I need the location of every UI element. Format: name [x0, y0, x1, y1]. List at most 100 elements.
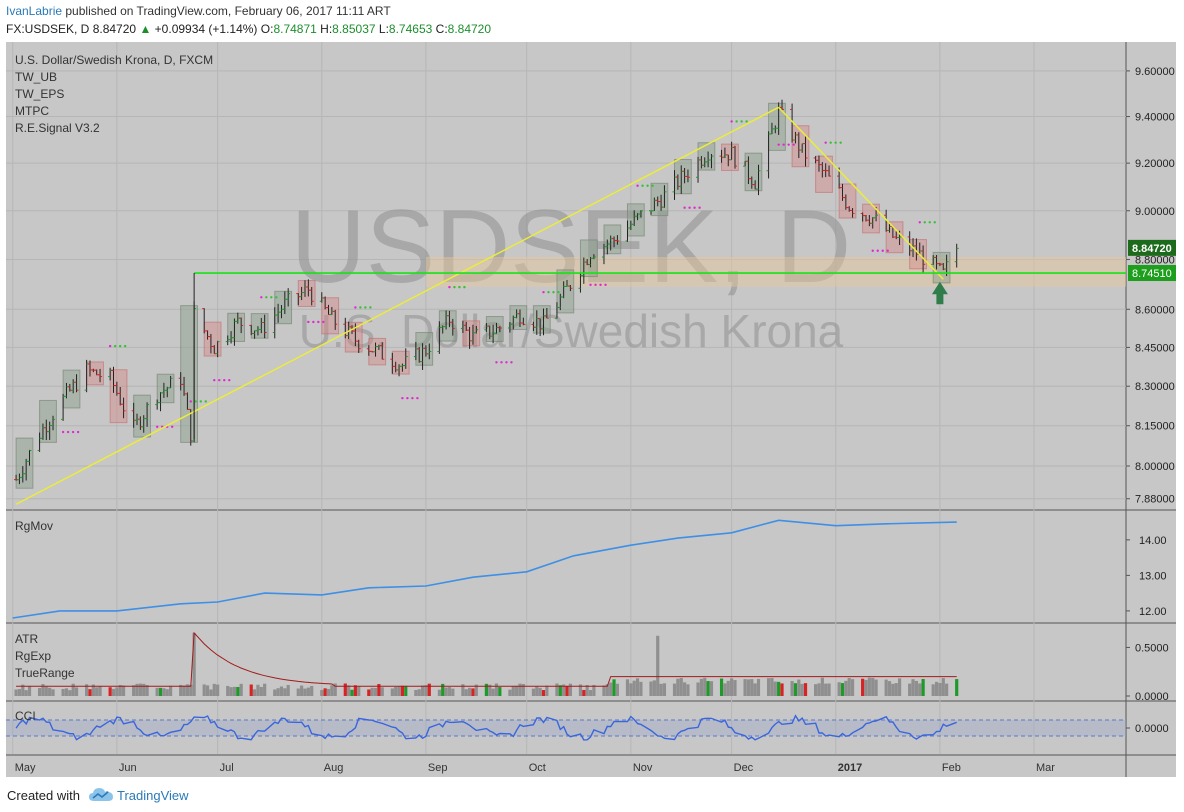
tradingview-link[interactable]: TradingView — [117, 788, 189, 803]
truerange-bar — [891, 683, 895, 696]
signal-dot — [76, 430, 80, 434]
signal-dot — [918, 221, 921, 224]
weekly-range-box — [579, 239, 598, 278]
truerange-bar — [165, 689, 169, 696]
truerange-bar — [390, 688, 394, 696]
truerange-bar — [263, 683, 267, 696]
trend-line — [778, 106, 944, 280]
signal-dot — [275, 296, 278, 299]
truerange-bar — [467, 687, 472, 696]
signal-dot — [547, 290, 550, 294]
signal-dot — [463, 285, 466, 289]
truerange-bar — [353, 685, 357, 696]
signal-dot — [777, 143, 780, 146]
supply-demand-zone — [425, 256, 1126, 287]
time-tick-label: Dec — [734, 762, 754, 774]
truerange-bar — [511, 686, 515, 696]
signal-dot — [641, 184, 644, 187]
signal-dot — [270, 296, 273, 299]
truerange-bar — [908, 683, 912, 696]
support-label: 8.74510 — [1132, 268, 1172, 280]
truerange-bar — [185, 684, 190, 696]
truerange-bar — [639, 681, 643, 696]
truerange-bar — [541, 690, 546, 696]
signal-dot — [604, 283, 607, 287]
truerange-bar — [861, 678, 865, 696]
close-value: 8.84720 — [447, 22, 492, 36]
truerange-bar — [17, 689, 22, 696]
truerange-bar — [659, 683, 663, 696]
chart-svg[interactable]: USDSEK, D U.S. Dollar/Swedish Krona 8.84… — [6, 42, 1176, 777]
support-badge — [1128, 265, 1176, 282]
weekly-range-box — [462, 320, 481, 347]
truerange-bar — [283, 688, 287, 696]
watermark: USDSEK, D U.S. Dollar/Swedish Krona — [291, 189, 852, 357]
high-value: 8.85037 — [332, 22, 376, 36]
weekly-range-box — [815, 155, 833, 193]
truerange-bar — [132, 685, 136, 696]
truerange-bar — [565, 686, 569, 696]
created-with: Created with — [7, 788, 80, 803]
signal-dot — [66, 430, 70, 434]
truerange-bar — [420, 685, 425, 696]
truerange-bar — [424, 685, 428, 696]
weekly-range-box — [532, 305, 551, 334]
weekly-range-box — [109, 369, 128, 424]
price-tick-label: 9.20000 — [1135, 158, 1175, 170]
signal-dot — [928, 221, 931, 224]
open-label: O: — [260, 22, 274, 36]
truerange-bar — [249, 684, 253, 696]
signal-dot — [495, 361, 498, 364]
truerange-bar — [111, 688, 116, 696]
truerange-bar — [61, 688, 65, 696]
truerange-bar — [632, 680, 636, 696]
truerange-bar — [934, 681, 939, 696]
truerange-bar — [88, 689, 92, 696]
truerange-bar — [682, 682, 687, 696]
time-tick-label: Aug — [324, 762, 344, 774]
truerange-bar — [615, 683, 620, 696]
signal-dot — [542, 290, 545, 294]
trend-line — [15, 106, 780, 505]
buy-arrow-icon — [931, 281, 948, 305]
low-label: L: — [378, 22, 389, 36]
truerange-bar — [733, 680, 737, 696]
rgmov-pane — [12, 519, 957, 619]
time-tick-label: 2017 — [838, 762, 862, 774]
chart-area[interactable]: USDSEK, D U.S. Dollar/Swedish Krona 8.84… — [6, 42, 1176, 777]
signal-dot — [735, 120, 738, 123]
weekly-range-box — [297, 280, 316, 307]
truerange-bar — [844, 680, 848, 696]
low-value: 8.74653 — [388, 22, 433, 36]
weekly-range-box — [203, 321, 222, 357]
signal-dot — [416, 396, 419, 400]
signal-dot — [218, 378, 221, 382]
watermark-symbol: USDSEK, D — [291, 189, 852, 305]
truerange-bar — [357, 686, 361, 696]
signal-dot — [876, 249, 879, 252]
price-tick-label: 9.40000 — [1135, 112, 1175, 124]
signal-dot — [307, 320, 310, 324]
truerange-bar — [578, 684, 583, 696]
truerange-bar — [555, 683, 559, 696]
signal-dot — [688, 206, 691, 209]
signal-dot — [354, 306, 357, 309]
truerange-bar — [699, 678, 703, 696]
truerange-bar — [921, 678, 925, 696]
price-tick-label: 8.60000 — [1135, 304, 1175, 316]
truerange-bar — [817, 683, 821, 696]
legend-cci: CCI — [15, 709, 36, 723]
price-tick-label: 8.30000 — [1135, 381, 1175, 393]
truerange-bar — [874, 679, 878, 696]
truerange-bar — [323, 688, 327, 696]
truerange-bar — [256, 684, 260, 696]
truerange-bar — [793, 683, 798, 696]
signal-dot — [453, 285, 456, 289]
truerange-bar — [169, 685, 173, 696]
truerange-bar — [373, 687, 378, 696]
author-link[interactable]: IvanLabrie — [6, 4, 63, 18]
truerange-bar — [14, 689, 18, 696]
weekly-range-box — [39, 399, 57, 443]
rgmov-line — [12, 519, 957, 619]
truerange-bar — [914, 680, 918, 696]
